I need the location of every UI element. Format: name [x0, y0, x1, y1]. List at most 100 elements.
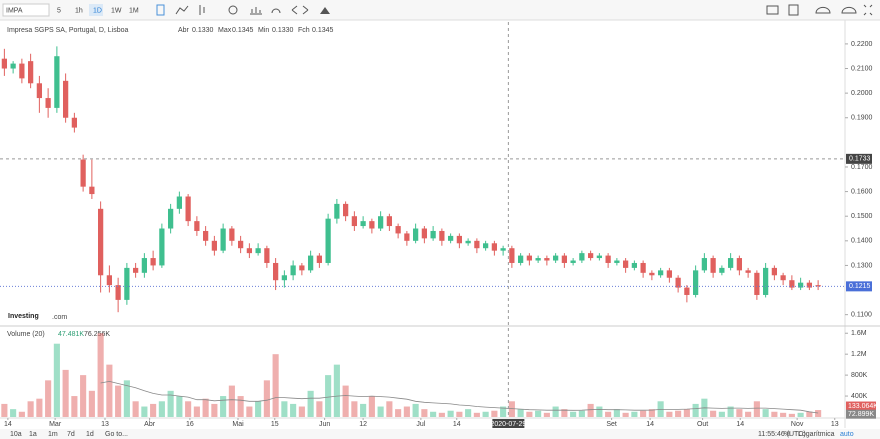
volume-bar [377, 406, 384, 417]
y-tick-label: 0.2000 [851, 90, 873, 97]
volume-bar [517, 409, 524, 417]
x-tick-label: Nov [791, 421, 804, 428]
volume-bar [62, 369, 69, 417]
volume-bar [780, 412, 787, 417]
legend-label: Abr [178, 27, 190, 34]
candle-body [780, 275, 786, 281]
range-button[interactable]: 1d [86, 431, 94, 438]
volume-bar [141, 406, 148, 417]
volume-bar [438, 412, 445, 417]
candle-body [386, 216, 392, 227]
legend-label: Max [218, 27, 232, 34]
logo-brand: Investing [8, 313, 39, 320]
candle-body [45, 98, 51, 108]
x-tick-label: Out [697, 421, 708, 428]
range-button[interactable]: 7d [67, 431, 75, 438]
symbol[interactable]: IMPA [6, 7, 23, 14]
interval[interactable]: 5 [57, 7, 61, 14]
volume-bar [158, 401, 165, 417]
y2-tick-label: 800K [851, 372, 868, 379]
volume-bar [543, 412, 550, 417]
candle-body [10, 63, 16, 69]
interval[interactable]: 1W [111, 7, 122, 14]
candle-body [378, 216, 384, 229]
candle-body [264, 248, 270, 263]
icon-mountain[interactable] [320, 7, 330, 14]
volume-bar [307, 390, 314, 417]
footer-goto[interactable]: Go to... [105, 431, 128, 438]
candle-body [290, 265, 296, 276]
candle-body [159, 228, 165, 266]
candle-body [1, 58, 7, 69]
volume-bar [552, 406, 559, 417]
volume-bar [176, 396, 183, 417]
symbol-input[interactable] [2, 3, 50, 17]
interval[interactable]: 1M [129, 7, 139, 14]
volume-bar [298, 406, 305, 417]
candle-body [588, 253, 594, 259]
range-button[interactable]: 10a [10, 431, 22, 438]
candle-body [133, 267, 139, 273]
icon-compare[interactable] [271, 8, 281, 14]
range-button[interactable]: 1a [29, 431, 37, 438]
icon-settings[interactable] [228, 5, 238, 15]
candle-body [675, 277, 681, 288]
candle-body [308, 255, 314, 271]
interval[interactable]: 1D [93, 7, 102, 14]
candle-body [728, 258, 734, 268]
candle-body [745, 270, 751, 273]
volume-bar [45, 380, 52, 417]
volume-bar [771, 411, 778, 417]
volume-bar [456, 411, 463, 417]
crosshair-date-box [492, 419, 525, 428]
x-tick-label: 16 [186, 421, 194, 428]
candle-body [299, 265, 305, 271]
volume-bar [132, 401, 139, 417]
volume-bar [806, 411, 813, 417]
volume-bar [596, 406, 603, 417]
icon-undo[interactable] [291, 5, 298, 15]
volume-bar [412, 403, 419, 417]
y-tick-label: 0.2100 [851, 65, 873, 72]
x-tick-label: 15 [271, 421, 279, 428]
icon-bars[interactable] [199, 5, 205, 15]
icon-indicators[interactable] [250, 7, 262, 15]
icon-candles[interactable] [156, 4, 165, 16]
legend-label: Min [258, 27, 269, 34]
footer-log[interactable]: Logarítmica [798, 431, 835, 438]
icon-cloud-load[interactable] [841, 6, 857, 14]
volume-bar [167, 390, 174, 417]
icon-camera[interactable] [766, 5, 779, 15]
candle-body [736, 258, 742, 271]
candle-body [605, 255, 611, 263]
candle-body [754, 272, 760, 295]
candle-body [395, 226, 401, 234]
legend-value: 0.1345 [312, 27, 334, 34]
candle-body [518, 255, 524, 263]
icon-fullscreen[interactable] [863, 4, 873, 16]
candle-body [570, 260, 576, 263]
volume-bar [788, 413, 795, 417]
volume-bar [220, 396, 227, 417]
volume-bar [333, 364, 340, 417]
volume-bar [605, 411, 612, 417]
icon-line[interactable] [175, 5, 189, 15]
candle-body [623, 260, 629, 268]
icon-layout[interactable] [788, 4, 799, 16]
candle-body [413, 228, 419, 241]
volume-bar [666, 411, 673, 417]
footer-percent[interactable]: % [784, 431, 790, 438]
interval[interactable]: 1h [75, 7, 83, 14]
candle-body [456, 235, 462, 244]
candle-body [763, 267, 769, 295]
footer-auto[interactable]: auto [840, 431, 854, 438]
volume-bar [631, 411, 638, 417]
volume-bar [526, 411, 533, 417]
volume-bar [368, 396, 375, 417]
candle-body [220, 228, 226, 251]
volume-bar [587, 403, 594, 417]
range-button[interactable]: 1m [48, 431, 58, 438]
icon-cloud-save[interactable] [815, 6, 831, 14]
candle-body [535, 258, 541, 261]
icon-redo[interactable] [302, 5, 309, 15]
